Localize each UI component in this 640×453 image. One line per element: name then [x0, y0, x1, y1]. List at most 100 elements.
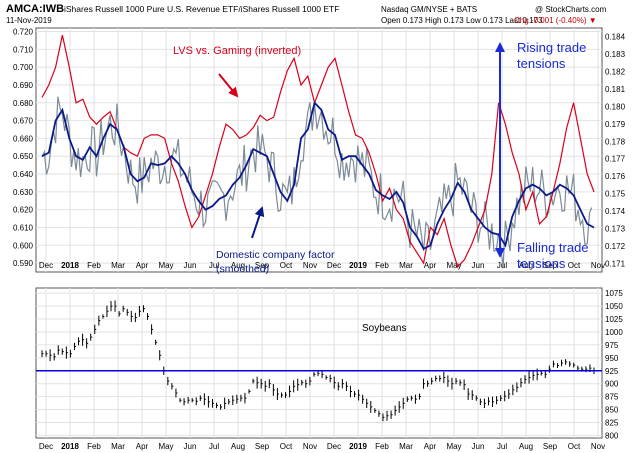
rising-annotation-line2: tensions — [517, 56, 566, 71]
symbol-label: AMCA:IWB — [6, 3, 64, 15]
soybean-tick-label: 800 — [605, 431, 619, 440]
price-panel-x-ticks: Dec 2018 Feb Mar Apr May Jun Jul Aug Sep Oct Nov Dec… — [39, 261, 605, 270]
rising-annotation-line1: Rising trade — [517, 40, 586, 55]
x-tick-label: Sep — [255, 442, 270, 451]
falling-annotation-line2: tensions — [517, 256, 566, 271]
x-tick-label: Dec — [327, 261, 341, 270]
soybean-tick-label: 1050 — [605, 302, 623, 311]
x-tick-label: Feb — [375, 261, 389, 270]
domestic-arrow — [251, 206, 265, 239]
right-tick-label: 0.173 — [605, 224, 626, 233]
left-tick-label: 0.650 — [13, 152, 34, 161]
soybean-tick-label: 1000 — [605, 328, 623, 337]
right-tick-label: 0.182 — [605, 68, 626, 77]
soybean-tick-label: 925 — [605, 367, 619, 376]
x-tick-label: Mar — [111, 261, 125, 270]
soybean-tick-label: 975 — [605, 341, 619, 350]
x-tick-label: Sep — [543, 261, 558, 270]
left-tick-label: 0.640 — [13, 170, 34, 179]
x-tick-label: Apr — [136, 261, 149, 270]
soybean-tick-label: 1025 — [605, 315, 623, 324]
x-tick-label: Oct — [568, 261, 581, 270]
x-tick-label: Jul — [209, 442, 219, 451]
soybean-tick-label: 950 — [605, 354, 619, 363]
domestic-annotation-line2: (smoothed) — [216, 263, 269, 275]
x-tick-label: Apr — [424, 442, 437, 451]
x-tick-label: Dec — [39, 442, 53, 451]
x-tick-label: Jun — [472, 442, 485, 451]
x-tick-label: Mar — [399, 261, 413, 270]
x-tick-label: Dec — [327, 442, 341, 451]
soybean-tick-label: 875 — [605, 393, 619, 402]
price-panel-frame — [35, 27, 603, 273]
x-tick-label: Aug — [519, 442, 533, 451]
x-tick-label: 2018 — [61, 261, 79, 270]
x-tick-label: Oct — [280, 261, 293, 270]
left-tick-label: 0.690 — [13, 81, 34, 90]
x-tick-label: Aug — [519, 261, 533, 270]
right-tick-label: 0.181 — [605, 85, 626, 94]
left-tick-label: 0.700 — [13, 63, 34, 72]
x-tick-label: 2019 — [349, 442, 367, 451]
credit-label: @ StockCharts.com — [535, 5, 607, 14]
x-tick-label: Jun — [184, 261, 197, 270]
x-tick-label: Jul — [209, 261, 219, 270]
x-tick-label: Jun — [472, 261, 485, 270]
x-tick-label: Aug — [231, 442, 245, 451]
right-tick-label: 0.178 — [605, 137, 626, 146]
soybean-price-bars — [41, 300, 596, 422]
soybean-panel-x-ticks: Dec 2018 Feb Mar Apr May Jun Jul Aug Sep Oct Nov Dec… — [39, 442, 605, 451]
right-tick-label: 0.172 — [605, 242, 626, 251]
soybean-tick-label: 1075 — [605, 289, 623, 298]
left-axis-ticks: 0.720 0.710 0.700 0.690 0.680 0.670 0.660 0.650… — [13, 28, 34, 269]
x-tick-label: Oct — [280, 442, 293, 451]
left-tick-label: 0.680 — [13, 99, 34, 108]
change-label: Chg -0.001 (-0.40%) ▼ — [514, 16, 597, 25]
left-tick-label: 0.610 — [13, 223, 34, 232]
lvs-arrow — [218, 73, 239, 98]
x-tick-label: 2019 — [349, 261, 367, 270]
x-tick-label: Feb — [87, 261, 101, 270]
x-tick-label: Jun — [184, 442, 197, 451]
x-tick-label: May — [158, 442, 173, 451]
x-tick-label: Dec — [39, 261, 53, 270]
soybean-panel-frame — [35, 287, 603, 439]
x-tick-label: Aug — [231, 261, 245, 270]
x-tick-label: Feb — [87, 442, 101, 451]
soybean-axis-ticks: 1075 1050 1025 1000 975 950 925 900 875 850 825 800 — [605, 289, 623, 440]
left-tick-label: 0.660 — [13, 134, 34, 143]
lvs-annotation: LVS vs. Gaming (inverted) — [173, 45, 301, 57]
x-tick-label: Jul — [497, 261, 507, 270]
description-label: iShares Russell 1000 Pure U.S. Revenue E… — [64, 4, 339, 14]
soybean-panel-grid — [36, 288, 602, 438]
falling-annotation-line1: Falling trade — [517, 240, 589, 255]
x-tick-label: Nov — [591, 442, 605, 451]
x-tick-label: Sep — [255, 261, 270, 270]
x-tick-label: 2018 — [61, 442, 79, 451]
x-tick-label: Mar — [399, 442, 413, 451]
x-tick-label: Oct — [568, 442, 581, 451]
exchange-label: Nasdaq GM/NYSE + BATS — [381, 5, 477, 14]
x-tick-label: May — [446, 442, 461, 451]
x-tick-label: Jul — [497, 442, 507, 451]
soybean-tick-label: 825 — [605, 418, 619, 427]
x-tick-label: Mar — [111, 442, 125, 451]
soybeans-title: Soybeans — [362, 323, 406, 334]
right-axis-ticks: 0.184 0.183 0.182 0.181 0.180 0.179 0.178 0.177… — [605, 33, 626, 269]
x-tick-label: Feb — [375, 442, 389, 451]
left-tick-label: 0.630 — [13, 188, 34, 197]
right-tick-label: 0.184 — [605, 33, 626, 42]
quote-label: Open 0.173 High 0.173 Low 0.173 Last 0.1… — [381, 16, 543, 25]
x-tick-label: May — [158, 261, 173, 270]
right-tick-label: 0.174 — [605, 207, 626, 216]
soybean-tick-label: 850 — [605, 406, 619, 415]
right-tick-label: 0.180 — [605, 102, 626, 111]
left-tick-label: 0.620 — [13, 206, 34, 215]
left-tick-label: 0.720 — [13, 28, 34, 37]
soybean-tick-label: 900 — [605, 380, 619, 389]
left-tick-label: 0.710 — [13, 45, 34, 54]
domestic-annotation-line1: Domestic company factor — [216, 249, 335, 261]
right-tick-label: 0.179 — [605, 120, 626, 129]
right-tick-label: 0.175 — [605, 190, 626, 199]
